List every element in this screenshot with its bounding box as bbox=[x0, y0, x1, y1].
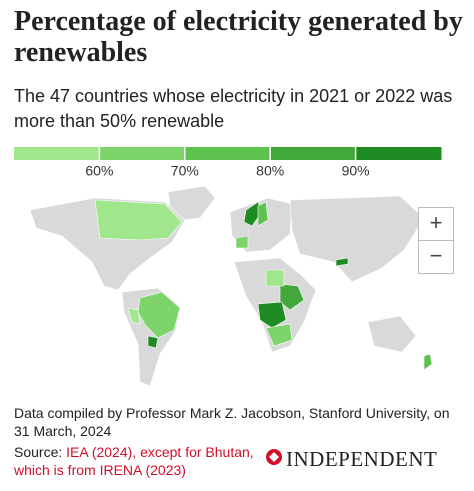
logo: INDEPENDENT bbox=[286, 447, 438, 471]
legend-swatch bbox=[14, 147, 100, 160]
legend-tick-label: 80% bbox=[256, 163, 284, 179]
andes bbox=[127, 307, 141, 325]
iberia bbox=[235, 235, 249, 249]
logo-icon bbox=[266, 449, 282, 465]
new-zealand bbox=[423, 353, 433, 371]
central-africa bbox=[257, 301, 287, 329]
legend-swatch bbox=[99, 147, 186, 160]
legend-tick-label: 60% bbox=[85, 163, 113, 179]
asia bbox=[289, 195, 425, 283]
legend-swatch bbox=[355, 147, 442, 160]
zoom-out[interactable]: − bbox=[418, 240, 454, 274]
world-map bbox=[29, 185, 433, 387]
norway bbox=[243, 201, 263, 227]
sudan bbox=[265, 269, 285, 287]
subtitle: The 47 countries whose electricity in 20… bbox=[14, 86, 453, 131]
legend-swatch bbox=[270, 147, 357, 160]
legend-tick-label: 70% bbox=[171, 163, 199, 179]
source-prefix: Source: bbox=[14, 444, 63, 460]
title: Percentage of electricity generated by r… bbox=[14, 6, 463, 68]
southern-africa bbox=[265, 323, 293, 347]
legend-swatch bbox=[184, 147, 271, 160]
map-chart: 60% 70% 80% 90% bbox=[14, 147, 442, 387]
legend-tick-label: 90% bbox=[342, 163, 370, 179]
greenland bbox=[167, 185, 216, 221]
australia bbox=[367, 315, 417, 353]
zoom-in[interactable]: + bbox=[418, 207, 454, 241]
source: Source: IEA (2024), except for Bhutan, w… bbox=[14, 443, 284, 479]
footnote: Data compiled by Professor Mark Z. Jacob… bbox=[14, 405, 450, 439]
paraguay bbox=[147, 335, 159, 349]
canada bbox=[94, 199, 183, 241]
source-link[interactable]: IEA (2024), except for Bhutan, which is … bbox=[14, 444, 254, 478]
legend: 60% 70% 80% 90% bbox=[14, 147, 442, 179]
nepal-bhutan bbox=[335, 257, 349, 267]
sweden bbox=[257, 201, 269, 227]
brazil bbox=[137, 291, 181, 339]
east-africa bbox=[279, 283, 305, 311]
